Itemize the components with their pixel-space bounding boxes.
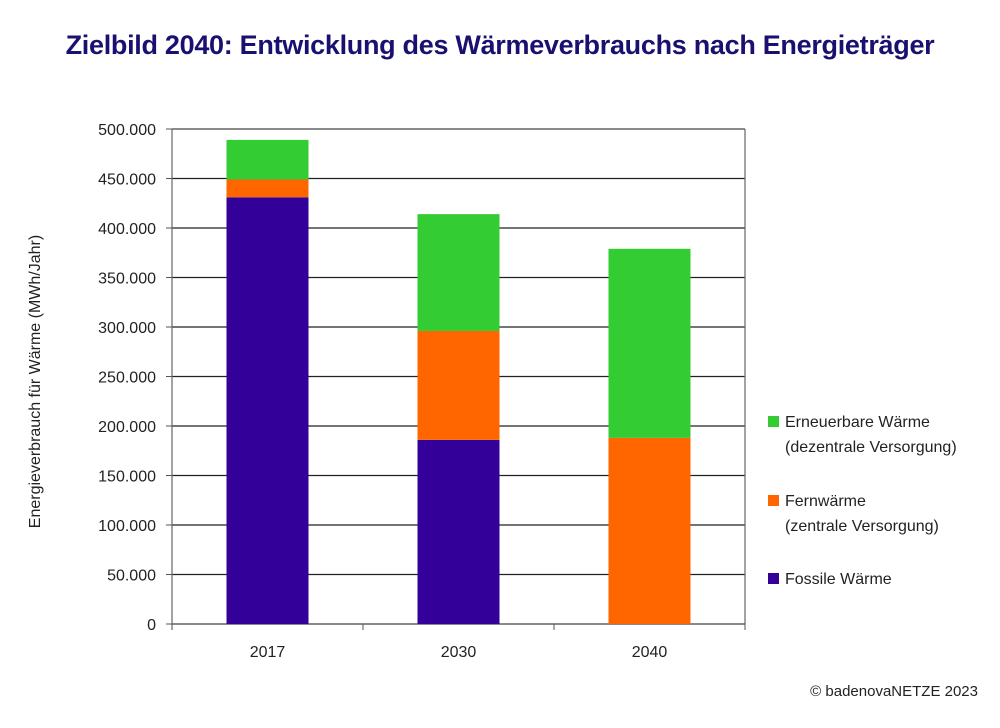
- y-tick-label: 0: [147, 617, 156, 634]
- x-tick-label: 2017: [250, 644, 286, 661]
- y-tick-label: 350.000: [98, 271, 156, 288]
- y-axis-label: Energieverbrauch für Wärme (MWh/Jahr): [27, 235, 44, 528]
- legend-swatch: [768, 416, 779, 427]
- copyright-credit: © badenovaNETZE 2023: [810, 683, 978, 700]
- legend-label: (dezentrale Versorgung): [785, 439, 957, 456]
- y-tick-label: 450.000: [98, 172, 156, 189]
- bar-segment: [417, 214, 500, 331]
- legend-swatch: [768, 495, 779, 506]
- bar-segment: [226, 179, 309, 198]
- y-tick-label: 50.000: [107, 568, 156, 585]
- legend-label: (zentrale Versorgung): [785, 518, 939, 535]
- legend-swatch: [768, 573, 779, 584]
- bar-segment: [226, 139, 309, 180]
- bar-segment: [417, 439, 500, 624]
- y-tick-label: 150.000: [98, 469, 156, 486]
- y-tick-label: 300.000: [98, 320, 156, 337]
- y-tick-label: 100.000: [98, 518, 156, 535]
- y-tick-label: 200.000: [98, 419, 156, 436]
- y-tick-label: 250.000: [98, 370, 156, 387]
- bar-segment: [608, 248, 691, 438]
- x-tick-label: 2030: [441, 644, 477, 661]
- legend-label: Fossile Wärme: [785, 571, 892, 588]
- bar-segment: [608, 437, 691, 624]
- y-tick-label: 500.000: [98, 122, 156, 139]
- bar-segment: [417, 330, 500, 440]
- legend-label: Fernwärme: [785, 493, 866, 510]
- chart-title: Zielbild 2040: Entwicklung des Wärmeverb…: [65, 30, 935, 60]
- x-tick-label: 2040: [632, 644, 668, 661]
- bar-segment: [226, 197, 309, 624]
- y-tick-label: 400.000: [98, 221, 156, 238]
- legend-label: Erneuerbare Wärme: [785, 414, 930, 431]
